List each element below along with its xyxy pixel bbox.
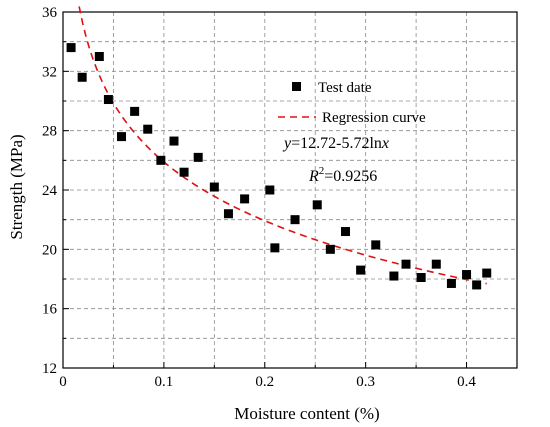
legend-label-test-date: Test date: [318, 80, 372, 96]
data-point: [462, 270, 472, 280]
y-tick-label: 24: [42, 183, 58, 199]
data-point: [94, 52, 104, 61]
r-squared: R2=0.9256: [308, 165, 377, 185]
y-tick-labels: 12 16 20 24 28 32 36: [42, 5, 58, 377]
x-axis-label: Moisture content (%): [234, 404, 379, 423]
data-point: [169, 136, 179, 146]
data-point: [371, 240, 381, 250]
data-point: [143, 124, 153, 134]
data-point: [389, 271, 399, 281]
data-point: [193, 152, 203, 162]
x-tick-label: 0.3: [356, 374, 375, 390]
data-point: [66, 43, 76, 53]
data-point: [179, 167, 189, 177]
regression-equation: y=12.72-5.72lnx: [282, 135, 389, 152]
test-date-points: [66, 43, 492, 290]
r-squared-value: =0.9256: [324, 168, 377, 185]
y-axis-label: Strength (MPa): [7, 134, 26, 239]
legend-marker-test-date: [292, 82, 301, 91]
y-tick-label: 16: [42, 302, 58, 318]
y-tick-label: 36: [42, 5, 58, 21]
data-point: [117, 132, 127, 142]
r-squared-sup: 2: [319, 165, 325, 177]
data-point: [270, 243, 280, 253]
data-point: [290, 215, 300, 225]
data-point: [312, 200, 322, 210]
legend-label-regression-curve: Regression curve: [322, 110, 426, 126]
equation-var-x: x: [381, 135, 389, 152]
equation-var-y: y: [282, 135, 292, 152]
data-point: [240, 194, 250, 204]
data-point: [356, 265, 366, 275]
y-tick-label: 32: [42, 64, 57, 80]
data-point: [265, 185, 275, 195]
data-point: [130, 106, 140, 116]
data-point: [156, 155, 166, 165]
data-point: [340, 227, 350, 237]
data-point: [325, 244, 335, 254]
data-point: [431, 259, 441, 269]
x-tick-label: 0.2: [255, 374, 274, 390]
grid: [63, 12, 517, 368]
data-point: [446, 278, 456, 288]
axis-ticks: [62, 11, 518, 369]
data-point: [77, 72, 87, 82]
x-tick-label: 0: [59, 374, 67, 390]
r-squared-base: R: [308, 168, 319, 185]
y-tick-label: 28: [42, 124, 57, 140]
data-point: [103, 95, 113, 105]
data-point: [209, 182, 219, 192]
data-point: [472, 280, 482, 290]
data-point: [416, 273, 426, 283]
y-tick-label: 20: [42, 242, 57, 258]
legend: Test date Regression curve: [278, 80, 426, 126]
equation-body: =12.72-5.72ln: [291, 135, 382, 152]
regression-curve: [78, 6, 487, 285]
data-point: [482, 268, 492, 278]
x-tick-labels: 0 0.1 0.2 0.3 0.4: [59, 374, 476, 390]
data-point: [223, 209, 233, 219]
x-tick-label: 0.1: [155, 374, 174, 390]
data-point: [401, 259, 411, 269]
y-tick-label: 12: [42, 361, 57, 377]
x-tick-label: 0.4: [457, 374, 476, 390]
